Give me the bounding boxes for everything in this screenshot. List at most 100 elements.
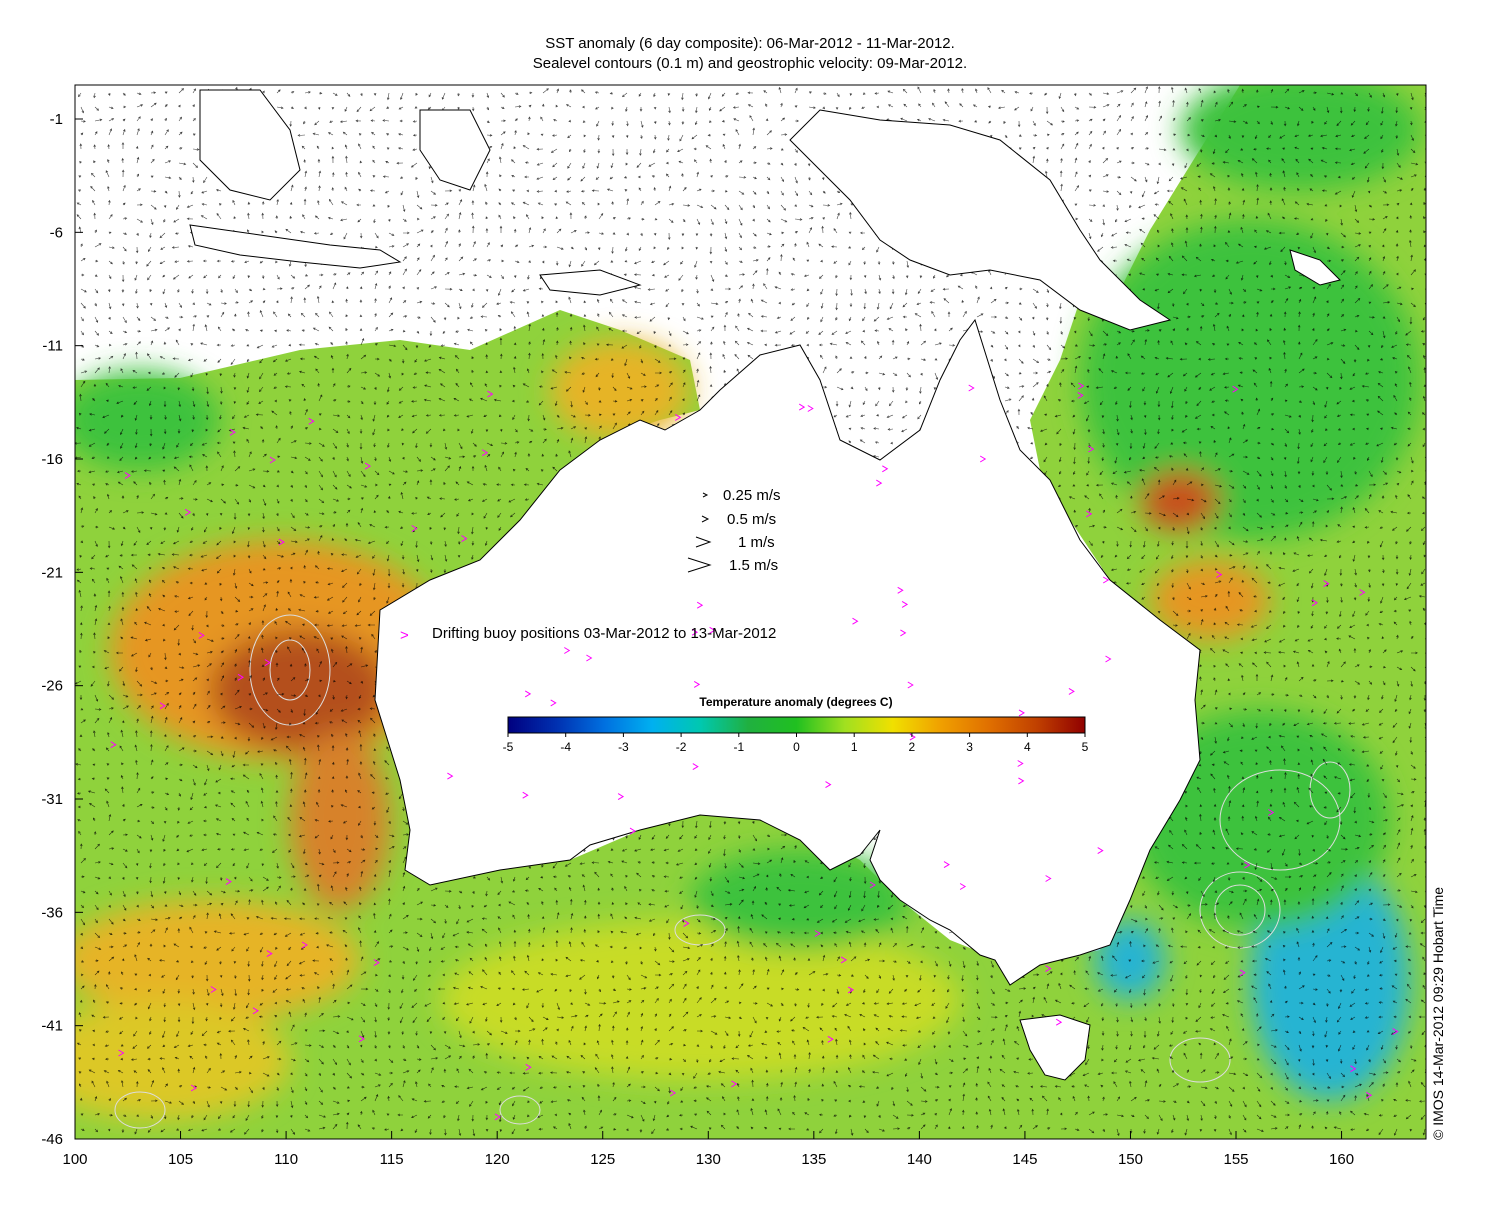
buoy-marker: [617, 793, 625, 801]
buoy-marker: [907, 681, 914, 689]
colorbar-tick-label: -4: [560, 740, 571, 754]
java-landmass: [189, 224, 402, 269]
buoy-marker: [124, 472, 131, 479]
buoy-marker: [308, 417, 315, 425]
buoy-marker: [487, 390, 494, 398]
y-tick-label: -16: [41, 451, 63, 468]
y-tick-label: -41: [41, 1018, 63, 1035]
solomon-islands-landmass: [1289, 249, 1341, 286]
buoy-marker: [1232, 385, 1239, 393]
colorbar-tick-label: 4: [1024, 740, 1031, 754]
buoy-marker: [184, 508, 192, 516]
x-tick-label: 110: [274, 1151, 298, 1168]
buoy-marker: [669, 1089, 677, 1097]
x-tick-label: 105: [168, 1151, 193, 1168]
imos-credit: © IMOS 14-Mar-2012 09:29 Hobart Time: [1430, 886, 1446, 1140]
sealevel-contour: [1169, 1037, 1231, 1083]
buoy-marker: [586, 654, 593, 662]
x-tick-label: 145: [1012, 1151, 1037, 1168]
buoy-marker: [847, 986, 855, 994]
buoy-marker: [1078, 382, 1085, 390]
warm-anomaly-nw-shelf: [550, 340, 690, 440]
buoy-marker: [494, 1113, 501, 1121]
buoy-marker: [1097, 847, 1104, 855]
buoy-marker: [1323, 580, 1330, 588]
buoy-marker: [1017, 760, 1024, 767]
buoy-marker: [900, 629, 907, 637]
x-tick-label: 120: [485, 1151, 510, 1168]
green-anomaly-south: [690, 850, 910, 950]
sst-anomaly-blobs: [75, 85, 1420, 1120]
buoy-marker: [629, 827, 636, 835]
buoy-marker: [358, 1035, 365, 1043]
y-tick-label: -31: [41, 791, 63, 808]
buoy-marker: [696, 601, 704, 609]
x-tick-label: 155: [1224, 1151, 1249, 1168]
buoy-marker: [1086, 510, 1093, 518]
colorbar-tick-label: 2: [909, 740, 916, 754]
buoy-marker: [198, 631, 205, 639]
buoy-marker: [827, 1035, 834, 1043]
colorbar-title: Temperature anomaly (degrees C): [699, 695, 892, 709]
buoy-marker: [968, 384, 975, 392]
buoy-symbol: >: [400, 627, 409, 644]
colorbar-tick-label: -5: [503, 740, 514, 754]
buoy-marker: [807, 405, 814, 412]
sealevel-contour: [114, 1091, 166, 1129]
colorbar-tick-label: 0: [793, 740, 800, 754]
x-tick-label: 115: [380, 1151, 404, 1168]
buoy-marker: [901, 600, 909, 608]
y-tick-label: -46: [41, 1131, 63, 1148]
buoy-marker: [840, 956, 848, 964]
velocity-arrow-15: [687, 557, 712, 573]
buoy-marker: [301, 941, 308, 949]
buoy-marker: [1045, 965, 1052, 973]
buoy-marker: [225, 878, 232, 886]
y-tick-label: -36: [41, 904, 63, 921]
x-tick-label: 140: [907, 1151, 932, 1168]
buoy-marker: [675, 413, 682, 421]
colorbar: Temperature anomaly (degrees C) -5 -4 -3 -2…: [503, 695, 1089, 754]
buoy-marker: [481, 449, 489, 457]
buoy-marker: [882, 465, 889, 473]
buoy-marker: [266, 950, 273, 958]
buoy-marker: [814, 930, 821, 937]
timor-landmass: [539, 269, 642, 296]
velocity-legend: 0.25 m/s 0.5 m/s 1 m/s 1.5 m/s: [687, 487, 781, 574]
buoy-marker: [159, 702, 166, 710]
buoy-legend: > Drifting buoy positions 03-Mar-2012 to…: [400, 625, 776, 644]
buoy-marker: [1392, 1028, 1399, 1035]
buoy-marker: [1350, 1065, 1357, 1073]
buoy-marker: [1018, 709, 1025, 717]
buoy-marker: [869, 881, 876, 889]
map-title-line-2: Sealevel contours (0.1 m) and geostrophi…: [532, 55, 968, 72]
buoy-marker: [683, 919, 690, 927]
x-tick-label: 150: [1118, 1151, 1143, 1168]
velocity-arrow-1: [695, 536, 712, 548]
buoy-marker: [229, 428, 236, 436]
sealevel-contour: [1309, 761, 1351, 819]
sealevel-contours: [114, 614, 1351, 1129]
buoy-marker: [1365, 1091, 1373, 1099]
buoy-marker: [252, 1007, 259, 1015]
green-anomaly-coral-sea: [1080, 220, 1420, 540]
buoy-marker: [1244, 861, 1251, 869]
buoy-marker: [1045, 875, 1052, 882]
y-tick-label: -21: [41, 564, 63, 581]
buoy-marker: [798, 403, 806, 411]
buoy-marker: [943, 861, 950, 869]
yellow-anomaly-bight: [440, 920, 960, 1080]
buoy-marker: [364, 462, 372, 470]
latitude-axis: -1 -6 -11 -16 -21 -26 -31 -36 -41 -46: [41, 111, 83, 1148]
buoy-marker: [1055, 1018, 1063, 1026]
buoy-marker: [852, 617, 859, 625]
buoy-marker: [550, 699, 557, 707]
sealevel-contour: [1214, 884, 1266, 936]
borneo-landmass: [199, 89, 301, 201]
buoy-marker: [411, 525, 418, 532]
colorbar-tick-label: 1: [851, 740, 858, 754]
buoy-marker: [269, 456, 276, 464]
buoy-marker: [876, 479, 883, 487]
x-tick-label: 100: [62, 1151, 87, 1168]
warm-anomaly-south: [75, 900, 360, 1020]
